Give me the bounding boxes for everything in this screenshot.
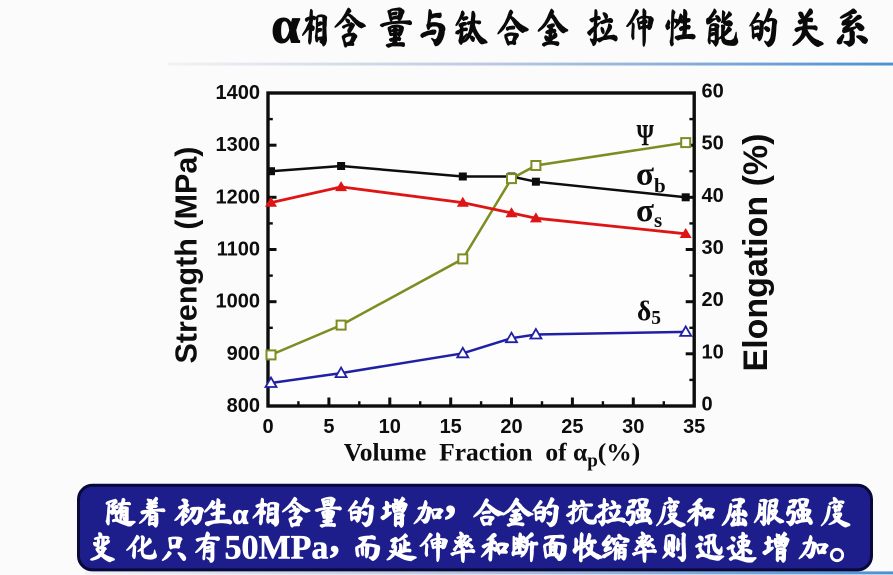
svg-text:Ψ: Ψ xyxy=(637,117,654,151)
svg-text:800: 800 xyxy=(227,395,260,417)
svg-text:35: 35 xyxy=(683,416,705,438)
svg-text:60: 60 xyxy=(702,81,724,103)
svg-text:20: 20 xyxy=(702,289,724,311)
svg-text:5: 5 xyxy=(323,416,334,438)
svg-text:1000: 1000 xyxy=(216,291,261,313)
svg-text:10: 10 xyxy=(379,416,401,438)
svg-text:0: 0 xyxy=(262,416,273,438)
svg-text:30: 30 xyxy=(702,237,724,259)
svg-text:Elongation (%): Elongation (%) xyxy=(737,134,775,372)
svg-text:1400: 1400 xyxy=(216,82,261,104)
svg-text:1100: 1100 xyxy=(217,239,260,261)
svg-text:Strength (MPa): Strength (MPa) xyxy=(170,147,204,364)
svg-text:50: 50 xyxy=(702,133,724,155)
svg-text:40: 40 xyxy=(702,185,724,207)
svg-text:25: 25 xyxy=(561,416,583,438)
svg-text:1200: 1200 xyxy=(216,186,261,208)
svg-text:0: 0 xyxy=(702,394,713,416)
svg-text:15: 15 xyxy=(440,416,462,438)
svg-text:10: 10 xyxy=(702,341,724,363)
svg-text:900: 900 xyxy=(227,343,260,365)
svg-text:20: 20 xyxy=(500,416,522,438)
svg-text:1300: 1300 xyxy=(216,134,261,156)
svg-text:30: 30 xyxy=(622,416,644,438)
